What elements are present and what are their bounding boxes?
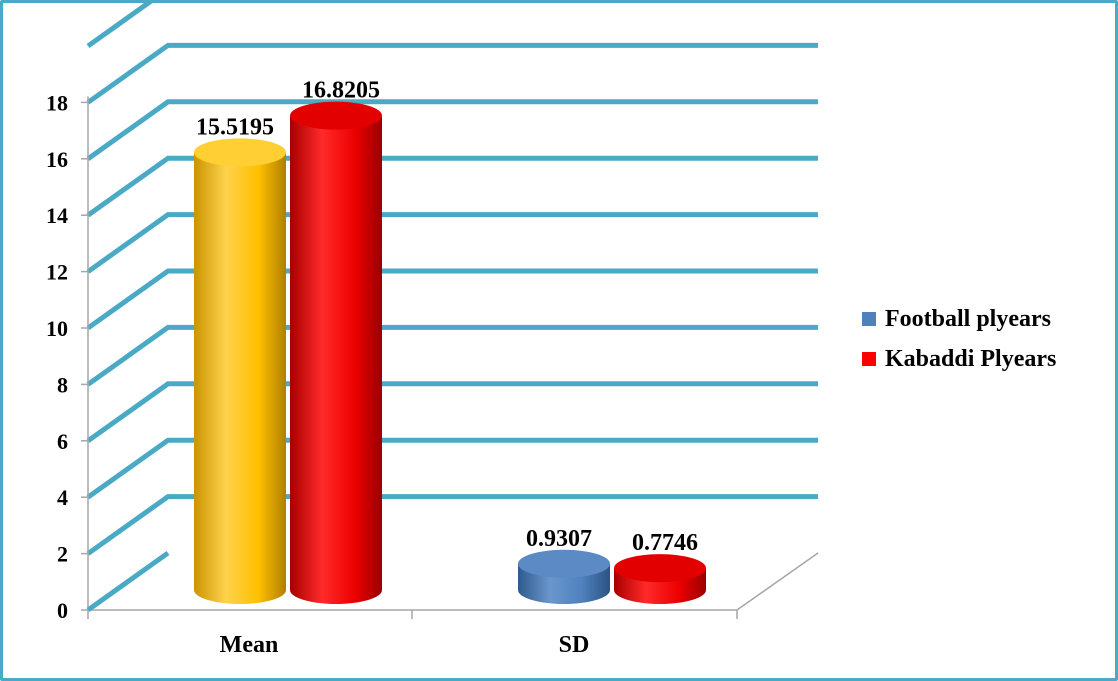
bar-top: [518, 549, 610, 578]
floor-left-edge: [86, 550, 170, 613]
x-axis-categories: Mean SD: [220, 632, 590, 658]
data-label: 0.9307: [526, 526, 592, 552]
legend-swatch-football: [862, 312, 876, 326]
grid-line: [86, 494, 818, 556]
category-label: Mean: [220, 632, 279, 658]
legend-item-football: Football plyears: [862, 306, 1056, 332]
bar-body: [194, 152, 286, 604]
legend-label-kabaddi: Kabaddi Plyears: [885, 345, 1057, 372]
y-tick-label: 14: [46, 203, 68, 228]
y-tick-label: 10: [46, 316, 68, 341]
legend: Football plyears Kabaddi Plyears: [862, 306, 1056, 386]
bar-top: [614, 554, 706, 583]
grid-line: [86, 42, 818, 105]
grid-line: [86, 268, 818, 331]
data-label: 15.5195: [196, 114, 274, 140]
grid-line: [86, 437, 818, 500]
y-tick-label: 2: [57, 542, 68, 567]
category-label: SD: [559, 632, 590, 658]
data-labels: 15.5195 16.8205 0.9307 0.7746: [196, 78, 698, 556]
legend-swatch-kabaddi: [862, 352, 876, 366]
bar-football-plyears-sd: [518, 549, 610, 604]
bars: [194, 101, 706, 605]
grid-line: [86, 212, 818, 274]
y-tick-label: 4: [57, 485, 68, 510]
bar-kabaddi-plyears-mean: [290, 101, 382, 605]
y-tick-label: 8: [57, 372, 68, 397]
bar-top: [290, 101, 382, 130]
y-tick-label: 0: [57, 598, 68, 623]
grid-line: [86, 324, 818, 387]
bar-football-plyears-mean: [194, 138, 286, 604]
bar-kabaddi-plyears-sd: [614, 554, 706, 604]
grid-line: [86, 0, 157, 49]
y-tick-label: 6: [57, 429, 68, 454]
data-label: 0.7746: [632, 530, 698, 556]
grid-line: [86, 99, 818, 161]
bar-body: [290, 115, 382, 605]
legend-item-kabaddi: Kabaddi Plyears: [862, 346, 1056, 372]
y-axis-ticks: 0 2 4 6 8 10 12 14 16 18: [46, 90, 88, 623]
data-label: 16.8205: [302, 78, 380, 104]
y-tick-label: 18: [46, 90, 68, 115]
bar-top: [194, 138, 286, 167]
grid-lines: [86, 0, 818, 556]
grid-line: [86, 381, 818, 443]
y-tick-label: 16: [46, 147, 68, 172]
y-tick-label: 12: [46, 260, 68, 285]
legend-label-football: Football plyears: [885, 305, 1051, 332]
axes: [86, 96, 819, 619]
grid-line: [86, 155, 818, 218]
